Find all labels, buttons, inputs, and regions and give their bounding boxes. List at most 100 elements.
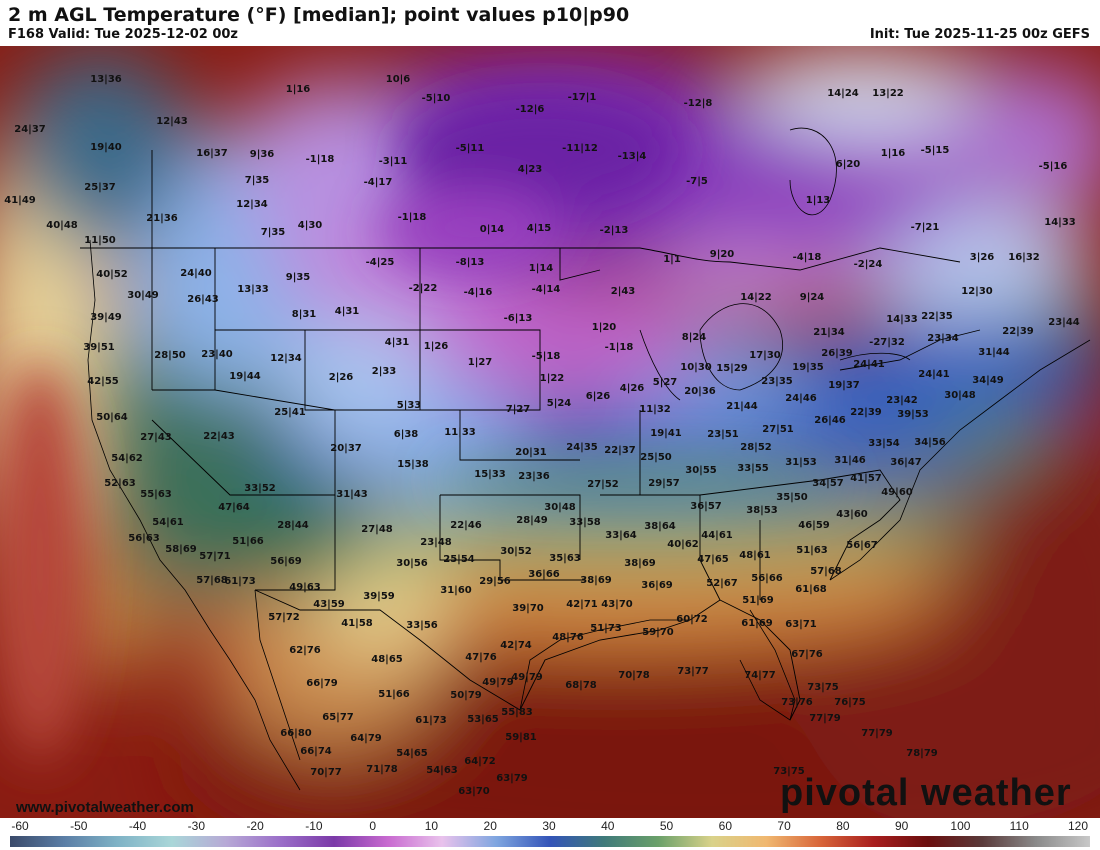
point-value: 48|61	[739, 550, 771, 561]
point-value: 2|26	[329, 372, 354, 383]
point-value: 30|52	[500, 546, 532, 557]
point-value: -6|13	[504, 313, 533, 324]
point-value: 53|65	[467, 714, 499, 725]
point-value: 52|67	[706, 578, 738, 589]
point-value: 23|40	[201, 349, 233, 360]
legend-tick: 70	[777, 819, 791, 833]
legend-tick: 120	[1067, 819, 1089, 833]
point-value: 16|37	[196, 148, 228, 159]
point-value: -2|24	[854, 259, 883, 270]
point-value: 38|64	[644, 521, 676, 532]
point-value: 43|70	[601, 599, 633, 610]
point-value: 5|24	[547, 398, 572, 409]
point-value: -1|18	[605, 342, 634, 353]
point-value: 12|30	[961, 286, 993, 297]
header: 2 m AGL Temperature (°F) [median]; point…	[0, 0, 1100, 46]
point-value: 57|68	[810, 566, 842, 577]
point-value: 27|51	[762, 424, 794, 435]
point-value: 63|70	[458, 786, 490, 797]
point-value: 42|71	[566, 599, 598, 610]
point-value: 30|49	[127, 290, 159, 301]
point-value: 57|72	[268, 612, 300, 623]
point-value: 60|72	[676, 614, 708, 625]
point-value: 63|71	[785, 619, 817, 630]
point-value: 41|57	[850, 473, 882, 484]
point-value: 33|58	[569, 517, 601, 528]
point-value: 28|50	[154, 350, 186, 361]
point-value: 63|79	[496, 773, 528, 784]
point-value: 1|1	[663, 254, 681, 265]
point-values-layer: 13|36 10|6 1|16 -5|10 -17|1 -12|8 14|24 13|22 24…	[4, 74, 1080, 797]
point-value: -27|32	[869, 337, 905, 348]
temperature-map[interactable]: 13|36 10|6 1|16 -5|10 -17|1 -12|8 14|24 13|22 24…	[0, 46, 1100, 818]
point-value: 23|42	[886, 395, 918, 406]
point-value: 70|78	[618, 670, 650, 681]
point-value: 59|70	[642, 627, 674, 638]
point-value: 21|44	[726, 401, 758, 412]
point-value: 64|72	[464, 756, 496, 767]
point-value: 8|24	[682, 332, 707, 343]
point-value: 2|33	[372, 366, 397, 377]
point-value: 31|53	[785, 457, 817, 468]
legend-tick-labels: -60 -50 -40 -30 -20 -10 0 10 20 30 40 50 60 70 80 90 100…	[0, 818, 1100, 834]
point-value: 38|69	[580, 575, 612, 586]
point-value: 23|35	[761, 376, 793, 387]
point-value: 35|63	[549, 553, 581, 564]
point-value: 25|37	[84, 182, 116, 193]
point-value: 61|73	[224, 576, 256, 587]
legend-tick: -10	[305, 819, 323, 833]
point-value: 19|40	[90, 142, 122, 153]
point-value: 14|22	[740, 292, 772, 303]
point-value: 49|79	[511, 672, 543, 683]
point-value: 77|79	[861, 728, 893, 739]
point-value: 74|77	[744, 670, 776, 681]
point-value: 24|35	[566, 442, 598, 453]
legend-tick: -30	[187, 819, 205, 833]
point-value: 1|27	[468, 357, 493, 368]
color-legend-bar	[10, 836, 1090, 847]
point-value: 55|63	[140, 489, 172, 500]
point-value: 4|30	[298, 220, 323, 231]
point-value: 20|31	[515, 447, 547, 458]
point-value: 27|43	[140, 432, 172, 443]
point-value: 73|76	[781, 697, 813, 708]
legend-tick: 30	[542, 819, 556, 833]
point-value: 22|43	[203, 431, 235, 442]
legend-tick: 110	[1009, 819, 1029, 833]
point-value: -4|25	[366, 257, 395, 268]
point-value: 29|57	[648, 478, 680, 489]
point-value: 78|79	[906, 748, 938, 759]
point-value: 33|55	[737, 463, 769, 474]
point-value: 25|50	[640, 452, 672, 463]
point-value: -17|1	[568, 92, 597, 103]
point-value: 24|40	[180, 268, 212, 279]
point-value: -4|18	[793, 252, 822, 263]
point-value: 22|35	[921, 311, 953, 322]
legend-tick: 40	[601, 819, 615, 833]
point-value: 5|27	[653, 377, 678, 388]
point-value: 20|37	[330, 443, 362, 454]
point-value: 23|48	[420, 537, 452, 548]
point-value: 31|60	[440, 585, 472, 596]
point-value: 51|66	[232, 536, 264, 547]
point-value: 24|46	[785, 393, 817, 404]
point-value: 56|63	[128, 533, 160, 544]
legend-tick: 20	[483, 819, 497, 833]
point-value: 26|46	[814, 415, 846, 426]
point-value: 1|13	[806, 195, 831, 206]
point-value: 40|52	[96, 269, 128, 280]
point-value: 33|56	[406, 620, 438, 631]
point-value: 28|49	[516, 515, 548, 526]
point-value: 46|59	[798, 520, 830, 531]
point-value: 54|61	[152, 517, 184, 528]
point-value: 7|35	[261, 227, 286, 238]
point-value: 49|79	[482, 677, 514, 688]
point-value: 67|76	[791, 649, 823, 660]
point-value: 51|69	[742, 595, 774, 606]
point-value: 28|52	[740, 442, 772, 453]
point-value: 25|54	[443, 554, 475, 565]
point-value: 66|80	[280, 728, 312, 739]
point-value: 31|44	[978, 347, 1010, 358]
legend-tick: 10	[424, 819, 439, 833]
point-value: 23|36	[518, 471, 550, 482]
